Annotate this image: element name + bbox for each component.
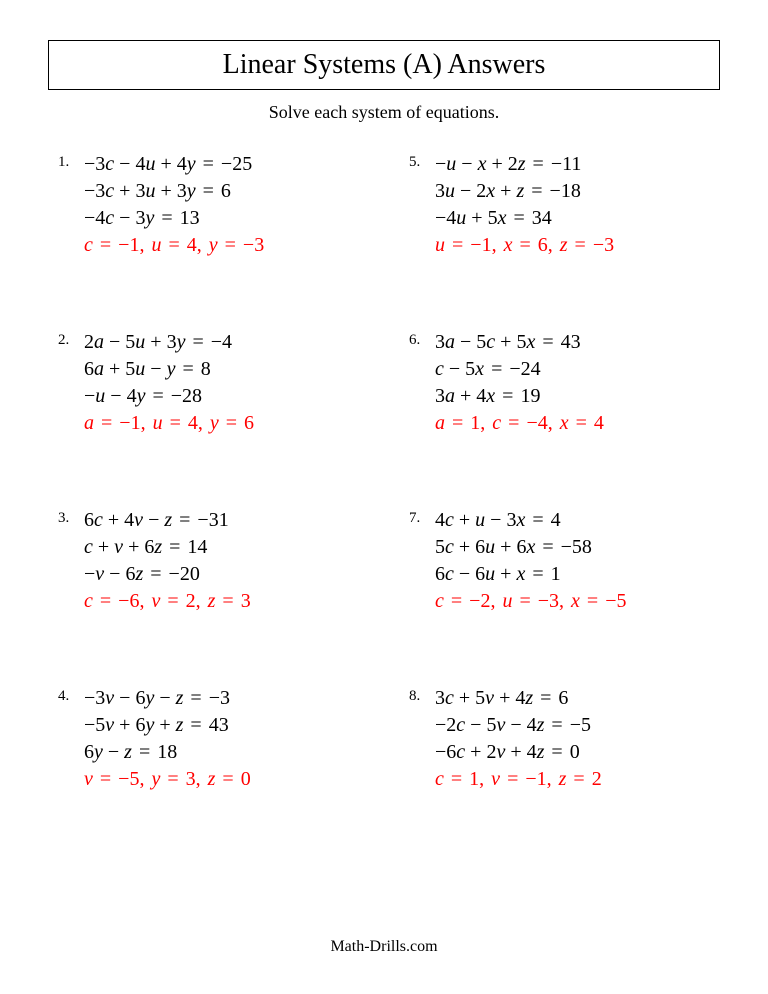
equation: 3u − 2x + z = −18 (435, 178, 614, 205)
answer: a = −1, u = 4, y = 6 (84, 410, 254, 437)
problem-number: 2. (58, 332, 74, 349)
equation: 2a − 5u + 3y = −4 (84, 329, 254, 356)
problem-1: 1. −3c − 4u + 4y = −25 −3c + 3u + 3y = 6… (58, 151, 369, 259)
problem-7: 7. 4c + u − 3x = 4 5c + 6u + 6x = −58 6c… (409, 507, 720, 615)
equation: 3a + 4x = 19 (435, 383, 604, 410)
equation: −6c + 2v + 4z = 0 (435, 739, 602, 766)
answer: a = 1, c = −4, x = 4 (435, 410, 604, 437)
equation: 6c − 6u + x = 1 (435, 561, 626, 588)
problem-body: 3a − 5c + 5x = 43 c − 5x = −24 3a + 4x =… (435, 329, 604, 437)
equation: −u − x + 2z = −11 (435, 151, 614, 178)
problem-body: −u − x + 2z = −11 3u − 2x + z = −18 −4u … (435, 151, 614, 259)
problem-6: 6. 3a − 5c + 5x = 43 c − 5x = −24 3a + 4… (409, 329, 720, 437)
problem-body: 6c + 4v − z = −31 c + v + 6z = 14 −v − 6… (84, 507, 251, 615)
problem-number: 1. (58, 154, 74, 171)
answer: u = −1, x = 6, z = −3 (435, 232, 614, 259)
problem-8: 8. 3c + 5v + 4z = 6 −2c − 5v − 4z = −5 −… (409, 685, 720, 793)
equation: c − 5x = −24 (435, 356, 604, 383)
problem-body: 3c + 5v + 4z = 6 −2c − 5v − 4z = −5 −6c … (435, 685, 602, 793)
equation: 3a − 5c + 5x = 43 (435, 329, 604, 356)
answer: v = −5, y = 3, z = 0 (84, 766, 251, 793)
answer: c = −1, u = 4, y = −3 (84, 232, 264, 259)
problem-2: 2. 2a − 5u + 3y = −4 6a + 5u − y = 8 −u … (58, 329, 369, 437)
equation: 6y − z = 18 (84, 739, 251, 766)
footer-text: Math-Drills.com (0, 938, 768, 956)
equation: −u − 4y = −28 (84, 383, 254, 410)
problem-5: 5. −u − x + 2z = −11 3u − 2x + z = −18 −… (409, 151, 720, 259)
equation: −4u + 5x = 34 (435, 205, 614, 232)
equation: 6a + 5u − y = 8 (84, 356, 254, 383)
problem-body: −3v − 6y − z = −3 −5v + 6y + z = 43 6y −… (84, 685, 251, 793)
equation: c + v + 6z = 14 (84, 534, 251, 561)
equation: 4c + u − 3x = 4 (435, 507, 626, 534)
equation: 3c + 5v + 4z = 6 (435, 685, 602, 712)
equation: 5c + 6u + 6x = −58 (435, 534, 626, 561)
problem-number: 4. (58, 688, 74, 705)
title-container: Linear Systems (A) Answers (48, 40, 720, 90)
page-title: Linear Systems (A) Answers (49, 49, 719, 81)
answer: c = −6, v = 2, z = 3 (84, 588, 251, 615)
problem-body: −3c − 4u + 4y = −25 −3c + 3u + 3y = 6 −4… (84, 151, 264, 259)
problem-number: 3. (58, 510, 74, 527)
equation: −5v + 6y + z = 43 (84, 712, 251, 739)
problem-3: 3. 6c + 4v − z = −31 c + v + 6z = 14 −v … (58, 507, 369, 615)
problem-4: 4. −3v − 6y − z = −3 −5v + 6y + z = 43 6… (58, 685, 369, 793)
equation: −v − 6z = −20 (84, 561, 251, 588)
equation: −2c − 5v − 4z = −5 (435, 712, 602, 739)
problem-body: 4c + u − 3x = 4 5c + 6u + 6x = −58 6c − … (435, 507, 626, 615)
problem-number: 8. (409, 688, 425, 705)
page-subtitle: Solve each system of equations. (48, 102, 720, 123)
equation: −3v − 6y − z = −3 (84, 685, 251, 712)
answer: c = −2, u = −3, x = −5 (435, 588, 626, 615)
equation: 6c + 4v − z = −31 (84, 507, 251, 534)
answer: c = 1, v = −1, z = 2 (435, 766, 602, 793)
problem-body: 2a − 5u + 3y = −4 6a + 5u − y = 8 −u − 4… (84, 329, 254, 437)
equation: −4c − 3y = 13 (84, 205, 264, 232)
equation: −3c − 4u + 4y = −25 (84, 151, 264, 178)
problem-number: 7. (409, 510, 425, 527)
problems-grid: 1. −3c − 4u + 4y = −25 −3c + 3u + 3y = 6… (48, 151, 720, 793)
equation: −3c + 3u + 3y = 6 (84, 178, 264, 205)
problem-number: 5. (409, 154, 425, 171)
problem-number: 6. (409, 332, 425, 349)
